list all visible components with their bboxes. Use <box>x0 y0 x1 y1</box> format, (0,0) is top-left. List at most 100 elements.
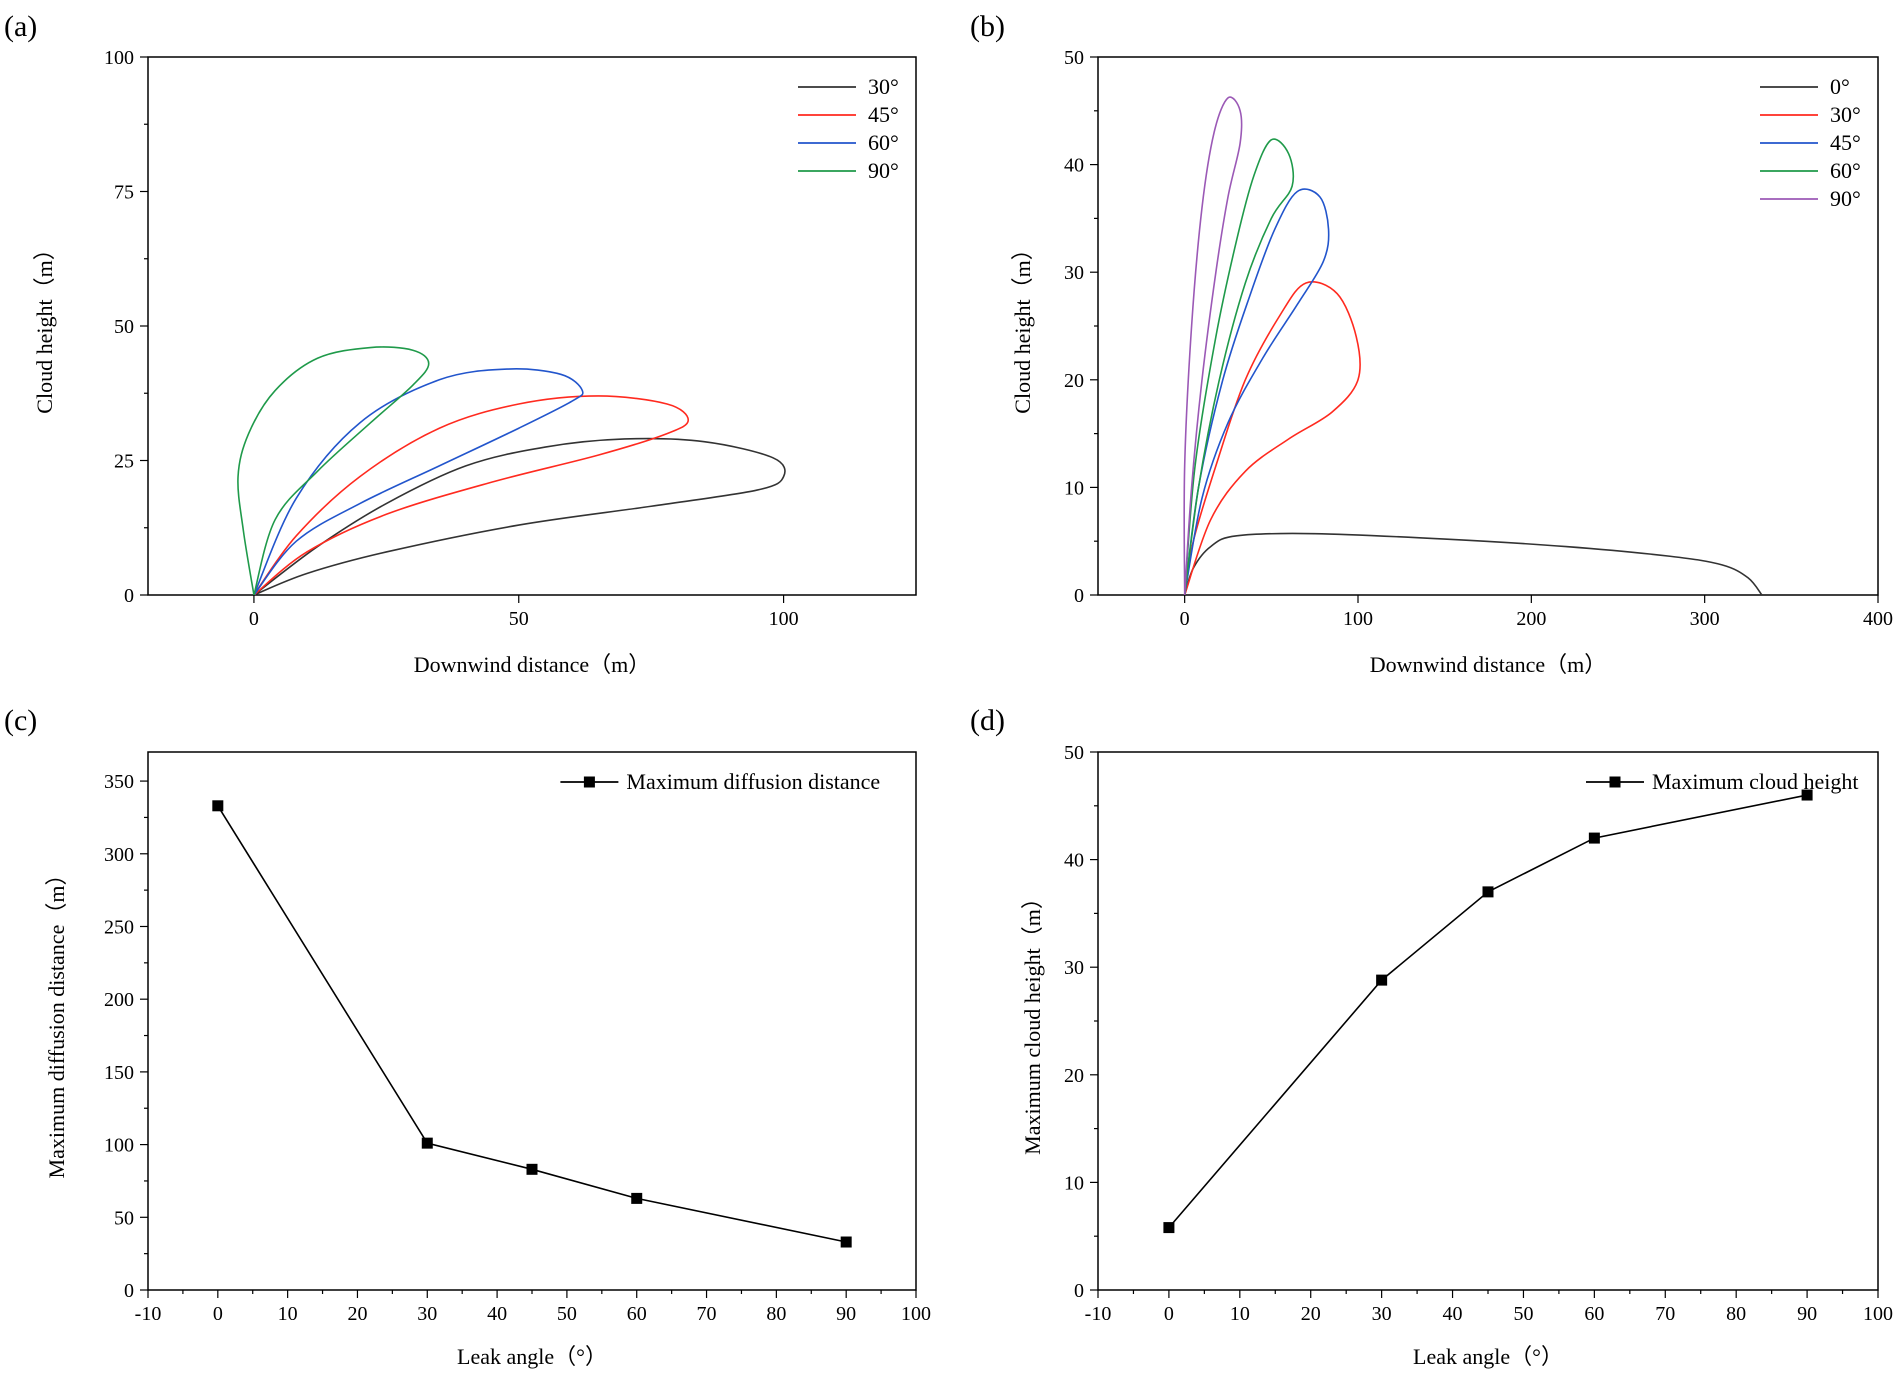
y-tick-label: 20 <box>1064 1065 1084 1087</box>
y-tick-label: 50 <box>1064 47 1084 69</box>
y-tick-label: 30 <box>1064 262 1084 284</box>
legend-label: 30° <box>1830 102 1861 127</box>
panel-label: (b) <box>970 10 1005 43</box>
data-point <box>1376 974 1388 986</box>
y-tick-label: 50 <box>1064 742 1084 764</box>
panel-label: (d) <box>970 704 1005 737</box>
y-tick-label: 40 <box>1064 850 1084 872</box>
x-tick-label: 100 <box>1343 608 1373 630</box>
x-tick-label: 80 <box>1726 1303 1746 1325</box>
x-tick-label: 90 <box>836 1303 856 1325</box>
x-tick-label: 200 <box>1516 608 1546 630</box>
y-tick-label: 100 <box>104 1135 134 1157</box>
y-tick-label: 0 <box>124 1280 134 1302</box>
data-point <box>421 1137 433 1149</box>
y-tick-label: 10 <box>1064 1172 1084 1194</box>
x-tick-label: 50 <box>557 1303 577 1325</box>
legend-marker <box>583 776 595 788</box>
legend-label: 60° <box>868 130 899 155</box>
x-tick-label: 30 <box>417 1303 437 1325</box>
y-tick-label: 250 <box>104 916 134 938</box>
series-line <box>1183 188 1330 595</box>
series-line <box>1183 281 1361 595</box>
x-tick-label: 20 <box>347 1303 367 1325</box>
x-tick-label: 70 <box>1655 1303 1675 1325</box>
plot-frame <box>147 751 917 1291</box>
x-tick-label: 10 <box>278 1303 298 1325</box>
y-tick-label: 0 <box>1074 585 1084 607</box>
data-point <box>1482 886 1494 898</box>
chart-panel-2: (b) 0 100 200 300 400 0 10 20 30 40 50 Downwind dist… <box>970 10 1893 677</box>
y-tick-label: 20 <box>1064 370 1084 392</box>
y-tick-label: 350 <box>104 771 134 793</box>
data-point <box>1163 1222 1175 1234</box>
y-tick-label: 150 <box>104 1062 134 1084</box>
x-tick-label: 100 <box>901 1303 931 1325</box>
legend-label: 30° <box>868 74 899 99</box>
x-axis-title: Leak angle（°） <box>457 1344 607 1369</box>
x-tick-label: 20 <box>1301 1303 1321 1325</box>
y-tick-label: 30 <box>1064 957 1084 979</box>
x-tick-label: -10 <box>1085 1303 1112 1325</box>
x-axis-title: Downwind distance（m） <box>414 652 650 677</box>
series-line <box>253 395 690 595</box>
x-tick-label: 300 <box>1690 608 1720 630</box>
chart-panel-4: (d)-10 0 10 20 30 40 50 60 70 80 90 10001020304050L… <box>970 704 1893 1369</box>
x-tick-label: 100 <box>1863 1303 1893 1325</box>
x-tick-label: -10 <box>135 1303 162 1325</box>
x-axis-title: Leak angle（°） <box>1413 1344 1563 1369</box>
series-line <box>237 346 430 595</box>
data-point <box>212 800 224 812</box>
y-axis-title: Maximum cloud height（m） <box>1020 887 1045 1155</box>
panel-label: (a) <box>4 10 37 43</box>
legend-label: Maximum cloud height <box>1652 769 1859 794</box>
legend-label: 60° <box>1830 158 1861 183</box>
data-point <box>526 1163 538 1175</box>
chart-panel-3: (c)-10 0 10 20 30 40 50 60 70 80 90 100050100150200… <box>4 704 931 1369</box>
series-line <box>253 437 786 595</box>
plot-frame <box>147 56 917 596</box>
y-axis-title: Cloud height（m） <box>32 238 57 413</box>
y-tick-label: 25 <box>114 451 134 473</box>
legend-marker <box>1609 776 1621 788</box>
series-line <box>253 368 584 595</box>
y-tick-label: 0 <box>124 585 134 607</box>
x-tick-label: 50 <box>1513 1303 1533 1325</box>
x-tick-label: 70 <box>697 1303 717 1325</box>
y-tick-label: 200 <box>104 989 134 1011</box>
x-tick-label: 90 <box>1797 1303 1817 1325</box>
legend-label: 0° <box>1830 74 1850 99</box>
x-tick-label: 40 <box>1443 1303 1463 1325</box>
x-tick-label: 40 <box>487 1303 507 1325</box>
x-tick-label: 80 <box>766 1303 786 1325</box>
legend-label: 45° <box>1830 130 1861 155</box>
data-point <box>840 1236 852 1248</box>
x-tick-label: 0 <box>213 1303 223 1325</box>
x-tick-label: 0 <box>1180 608 1190 630</box>
y-tick-label: 0 <box>1074 1280 1084 1302</box>
x-tick-label: 10 <box>1230 1303 1250 1325</box>
x-tick-label: 50 <box>509 608 529 630</box>
series-line <box>1183 532 1763 595</box>
legend-label: 90° <box>1830 186 1861 211</box>
y-axis-title: Cloud height（m） <box>1010 238 1035 413</box>
plot-frame <box>1097 751 1879 1291</box>
y-tick-label: 50 <box>114 1207 134 1229</box>
data-point <box>1801 789 1813 801</box>
x-tick-label: 60 <box>1584 1303 1604 1325</box>
x-tick-label: 0 <box>1164 1303 1174 1325</box>
data-point <box>631 1192 643 1204</box>
series-line <box>1183 96 1243 595</box>
y-tick-label: 50 <box>114 316 134 338</box>
x-tick-label: 400 <box>1863 608 1893 630</box>
y-tick-label: 100 <box>104 47 134 69</box>
chart-panel-1: (a) 0 50 100 0 25 50 75 100 Downwind distance（m） C… <box>4 10 917 677</box>
x-tick-label: 100 <box>769 608 799 630</box>
x-tick-label: 0 <box>249 608 259 630</box>
data-point <box>1588 832 1600 844</box>
panel-label: (c) <box>4 704 37 737</box>
x-tick-label: 30 <box>1372 1303 1392 1325</box>
series-line <box>1168 794 1808 1229</box>
y-tick-label: 40 <box>1064 155 1084 177</box>
